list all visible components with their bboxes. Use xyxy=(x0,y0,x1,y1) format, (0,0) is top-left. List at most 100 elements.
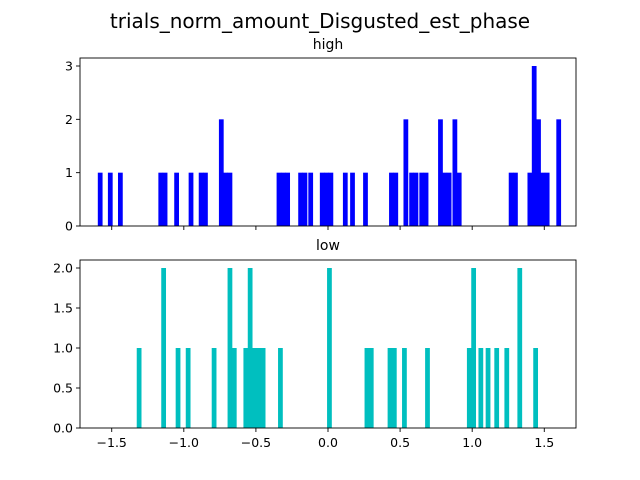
bar-high-14 xyxy=(285,172,291,226)
y-tick-label-low-1: 0.5 xyxy=(53,381,73,396)
y-tick-label-high-3: 3 xyxy=(65,59,73,74)
bar-low-14 xyxy=(364,348,370,428)
y-ticks-low: 0.0 0.5 1.0 1.5 2.0 xyxy=(53,261,80,436)
x-tick-label-2: −0.5 xyxy=(241,435,271,450)
x-tick-label-1: −1.0 xyxy=(169,435,199,450)
y-tick-label-low-4: 2.0 xyxy=(53,261,73,276)
y-tick-label-low-2: 1.0 xyxy=(53,341,73,356)
bar-low-4 xyxy=(211,348,217,428)
bar-low-0 xyxy=(136,348,142,428)
bar-low-10 xyxy=(256,348,262,428)
bar-high-39 xyxy=(531,66,537,226)
bar-high-16 xyxy=(302,172,308,226)
bar-high-15 xyxy=(298,172,303,226)
y-tick-label-low-3: 1.5 xyxy=(53,301,73,316)
x-ticks-low: −1.5 −1.0 −0.5 0.0 0.5 1.0 1.5 xyxy=(97,428,554,450)
bar-low-9 xyxy=(252,348,257,428)
bar-high-35 xyxy=(456,172,462,226)
bar-low-24 xyxy=(494,348,500,428)
bar-high-34 xyxy=(452,119,458,226)
bar-high-40 xyxy=(536,119,541,226)
bar-low-5 xyxy=(227,268,233,428)
bar-high-1 xyxy=(107,172,113,226)
bar-high-32 xyxy=(442,172,448,226)
bar-low-15 xyxy=(368,348,374,428)
bar-high-20 xyxy=(328,172,334,226)
bar-high-0 xyxy=(97,172,103,226)
subplot-high: high 0 1 2 3 xyxy=(65,37,577,234)
bar-low-3 xyxy=(185,348,191,428)
axes-frame-low xyxy=(79,259,577,429)
bar-high-10 xyxy=(223,172,229,226)
bar-low-19 xyxy=(425,348,430,428)
bar-low-13 xyxy=(327,268,332,428)
bar-low-2 xyxy=(175,348,181,428)
y-tick-label-high-1: 1 xyxy=(65,165,73,180)
bar-high-42 xyxy=(544,172,550,226)
bar-low-22 xyxy=(478,348,484,428)
bar-high-24 xyxy=(389,172,394,226)
bar-low-11 xyxy=(260,348,266,428)
bar-high-5 xyxy=(174,172,179,226)
bar-low-26 xyxy=(517,268,523,428)
bar-high-38 xyxy=(527,172,533,226)
bars-high xyxy=(97,66,562,226)
bar-high-36 xyxy=(508,172,514,226)
y-ticks-high: 0 1 2 3 xyxy=(65,59,80,234)
bar-high-17 xyxy=(308,172,314,226)
bar-high-33 xyxy=(446,172,452,226)
bar-high-29 xyxy=(419,172,425,226)
bar-low-23 xyxy=(485,348,491,428)
bar-low-27 xyxy=(533,348,539,428)
bar-low-18 xyxy=(402,348,407,428)
bar-low-8 xyxy=(247,268,253,428)
bar-high-9 xyxy=(218,119,224,226)
axes-frame-high xyxy=(79,57,577,227)
bar-low-7 xyxy=(243,348,249,428)
x-tick-label-4: 0.5 xyxy=(390,435,410,450)
x-tick-label-6: 1.5 xyxy=(534,435,554,450)
bar-high-2 xyxy=(117,172,123,226)
bar-low-6 xyxy=(231,348,237,428)
bar-high-22 xyxy=(350,172,355,226)
x-ticks-high xyxy=(111,226,545,230)
bar-low-16 xyxy=(387,348,393,428)
bar-high-18 xyxy=(319,172,325,226)
bar-high-4 xyxy=(162,172,168,226)
bar-high-41 xyxy=(540,172,546,226)
y-tick-label-high-0: 0 xyxy=(65,219,73,234)
bar-high-8 xyxy=(203,172,208,226)
bar-high-12 xyxy=(276,172,282,226)
bar-high-37 xyxy=(513,172,518,226)
bar-low-17 xyxy=(391,348,397,428)
bar-low-1 xyxy=(161,268,167,428)
bar-high-19 xyxy=(324,172,329,226)
bar-high-3 xyxy=(158,172,164,226)
bar-high-26 xyxy=(403,119,409,226)
bar-low-20 xyxy=(466,348,472,428)
bar-high-43 xyxy=(556,119,562,226)
subplot-low: low 0.0 0.5 1.0 1.5 2.0 −1.5 −1.0 −0.5 0.0 0.5 1.… xyxy=(53,238,577,450)
figure-title: trials_norm_amount_Disgusted_est_phase xyxy=(110,9,530,33)
bar-high-11 xyxy=(227,172,233,226)
y-tick-label-low-0: 0.0 xyxy=(53,421,73,436)
bar-low-12 xyxy=(278,348,283,428)
bar-high-7 xyxy=(198,172,204,226)
bar-high-27 xyxy=(409,172,415,226)
bar-low-21 xyxy=(471,268,477,428)
subplot-title-high: high xyxy=(313,37,344,53)
subplot-title-low: low xyxy=(316,238,340,254)
bar-high-31 xyxy=(438,119,443,226)
bar-high-30 xyxy=(423,172,429,226)
bar-high-21 xyxy=(342,172,348,226)
bar-high-6 xyxy=(188,172,194,226)
bar-high-23 xyxy=(363,172,368,226)
y-tick-label-high-2: 2 xyxy=(65,112,73,127)
bar-high-13 xyxy=(280,172,286,226)
bar-high-28 xyxy=(413,172,419,226)
bar-low-25 xyxy=(504,348,510,428)
bar-high-25 xyxy=(393,172,399,226)
bars-low xyxy=(136,268,539,428)
x-tick-label-5: 1.0 xyxy=(462,435,482,450)
